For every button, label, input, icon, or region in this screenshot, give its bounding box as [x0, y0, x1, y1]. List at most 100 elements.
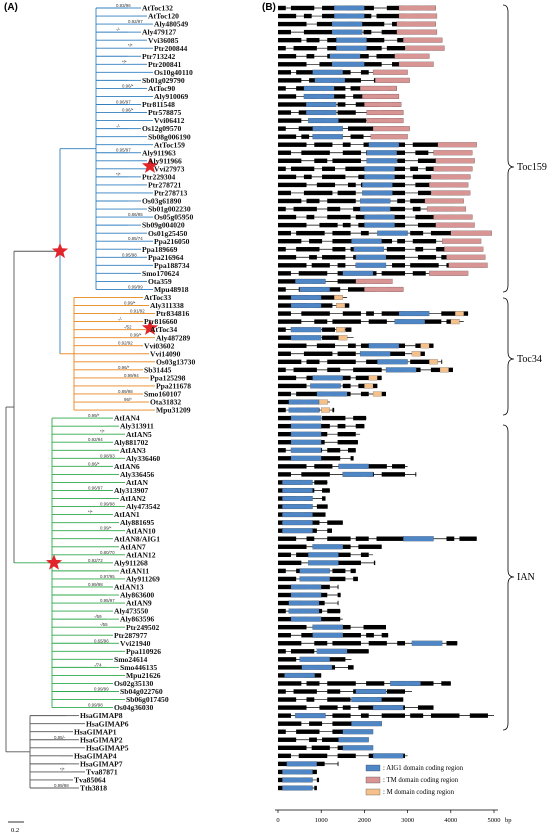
exon-block	[337, 584, 339, 590]
aig1-domain	[355, 262, 387, 268]
support-label: 0.95/98	[122, 252, 137, 257]
leaf-label: Ptr278721	[148, 181, 182, 190]
leaf-label: Tth3818	[80, 784, 107, 793]
leaf-label: Aly313907	[114, 486, 148, 495]
leaf-label: AtIAN	[126, 478, 148, 487]
exon-block	[327, 520, 343, 525]
aig1-domain	[336, 37, 367, 43]
leaf-label: Ptr816660	[144, 317, 178, 326]
aig1-domain	[295, 278, 326, 284]
exon-block	[278, 721, 302, 726]
scale-bar-label: 0.2	[11, 827, 19, 834]
exon-block	[376, 54, 406, 59]
group-bracket-toc159: Toc159	[502, 4, 547, 293]
support-label: 0.96/*	[122, 83, 134, 88]
aig1-domain	[312, 375, 343, 381]
exon-block	[303, 13, 312, 19]
exon-block	[342, 150, 361, 155]
leaf-label: Ptr278713	[154, 189, 188, 198]
exon-block	[337, 190, 356, 196]
exon-block	[412, 174, 431, 180]
leaf-label: Aly910069	[154, 92, 188, 101]
leaf-label: Os01g25450	[148, 229, 187, 238]
leaf-label: Aly479127	[142, 28, 176, 37]
exon-block	[278, 142, 307, 147]
exon-block	[314, 158, 328, 163]
exon-block	[314, 319, 328, 324]
exon-block	[410, 359, 434, 365]
exon-block	[415, 150, 429, 155]
exon-block	[397, 641, 406, 646]
exon-block	[353, 94, 367, 99]
exon-block	[392, 62, 406, 67]
exon-block	[296, 230, 325, 236]
exon-block	[397, 158, 406, 163]
aig1-domain	[286, 761, 317, 767]
tm-domain	[398, 61, 434, 67]
aig1-domain	[290, 447, 322, 453]
exon-block	[278, 528, 286, 533]
aig1-domain	[282, 512, 313, 518]
exon-block	[306, 681, 320, 686]
support-label: 0.96/97	[88, 485, 103, 490]
exon-block	[410, 198, 434, 204]
exon-block	[337, 110, 356, 115]
exon-block	[355, 536, 369, 541]
exon-block	[381, 29, 406, 35]
exon-block	[278, 616, 297, 622]
support-label: 0.96/*	[122, 108, 134, 113]
exon-block	[415, 472, 417, 477]
exon-block	[278, 681, 302, 686]
leaf-label: Os03g61890	[142, 197, 181, 206]
leaf-label: Aly313911	[120, 422, 154, 431]
tm-domain	[433, 150, 473, 156]
leaf-label: AtIAN3	[120, 446, 146, 455]
exon-block	[410, 713, 424, 718]
tm-domain	[442, 238, 482, 244]
aig1-domain	[355, 254, 387, 260]
aig1-domain	[299, 656, 330, 662]
exon-block	[327, 689, 341, 694]
m-domain	[439, 367, 449, 373]
leaf-label: Ptr811548	[142, 100, 175, 109]
exon-block	[316, 21, 336, 27]
leaf-label: AtIAN4	[114, 414, 140, 423]
exon-block	[342, 624, 351, 630]
aig1-domain	[368, 142, 400, 148]
exon-block	[337, 761, 339, 767]
exon-block	[278, 464, 307, 469]
exon-block	[278, 126, 286, 131]
exon-block	[355, 423, 365, 429]
leaf-label: Sb08g006190	[148, 132, 191, 141]
exon-block	[376, 255, 406, 260]
leaf-label: Vvi27973	[154, 164, 185, 173]
exon-block	[368, 641, 387, 646]
exon-block	[446, 536, 455, 541]
axis-tick-label: 3000	[401, 817, 414, 824]
axis-tick-label: 1000	[315, 817, 328, 824]
exon-block	[358, 705, 382, 710]
exon-block	[278, 456, 297, 461]
leaf-label: Ppa189669	[142, 245, 178, 254]
exon-block	[278, 560, 302, 566]
exon-block	[322, 13, 346, 19]
exon-block	[417, 190, 431, 196]
exon-block	[327, 681, 356, 686]
leaf-label: HsaGIMAP4	[74, 751, 117, 760]
aig1-domain	[377, 359, 408, 365]
exon-block	[322, 488, 330, 493]
leaf-label: Os05g05950	[154, 213, 193, 222]
exon-block	[278, 359, 302, 365]
exon-block	[417, 158, 442, 163]
exon-block	[332, 230, 351, 236]
aig1-domain	[282, 504, 313, 510]
exon-block	[363, 29, 372, 35]
aig1-domain	[312, 624, 343, 630]
m-domain	[334, 294, 343, 300]
leaf-label: Vvi06412	[154, 116, 185, 125]
exon-block	[417, 351, 425, 356]
support-label: 0.99/94	[124, 373, 139, 378]
aig1-domain	[290, 423, 322, 429]
aig1-domain	[316, 391, 348, 397]
